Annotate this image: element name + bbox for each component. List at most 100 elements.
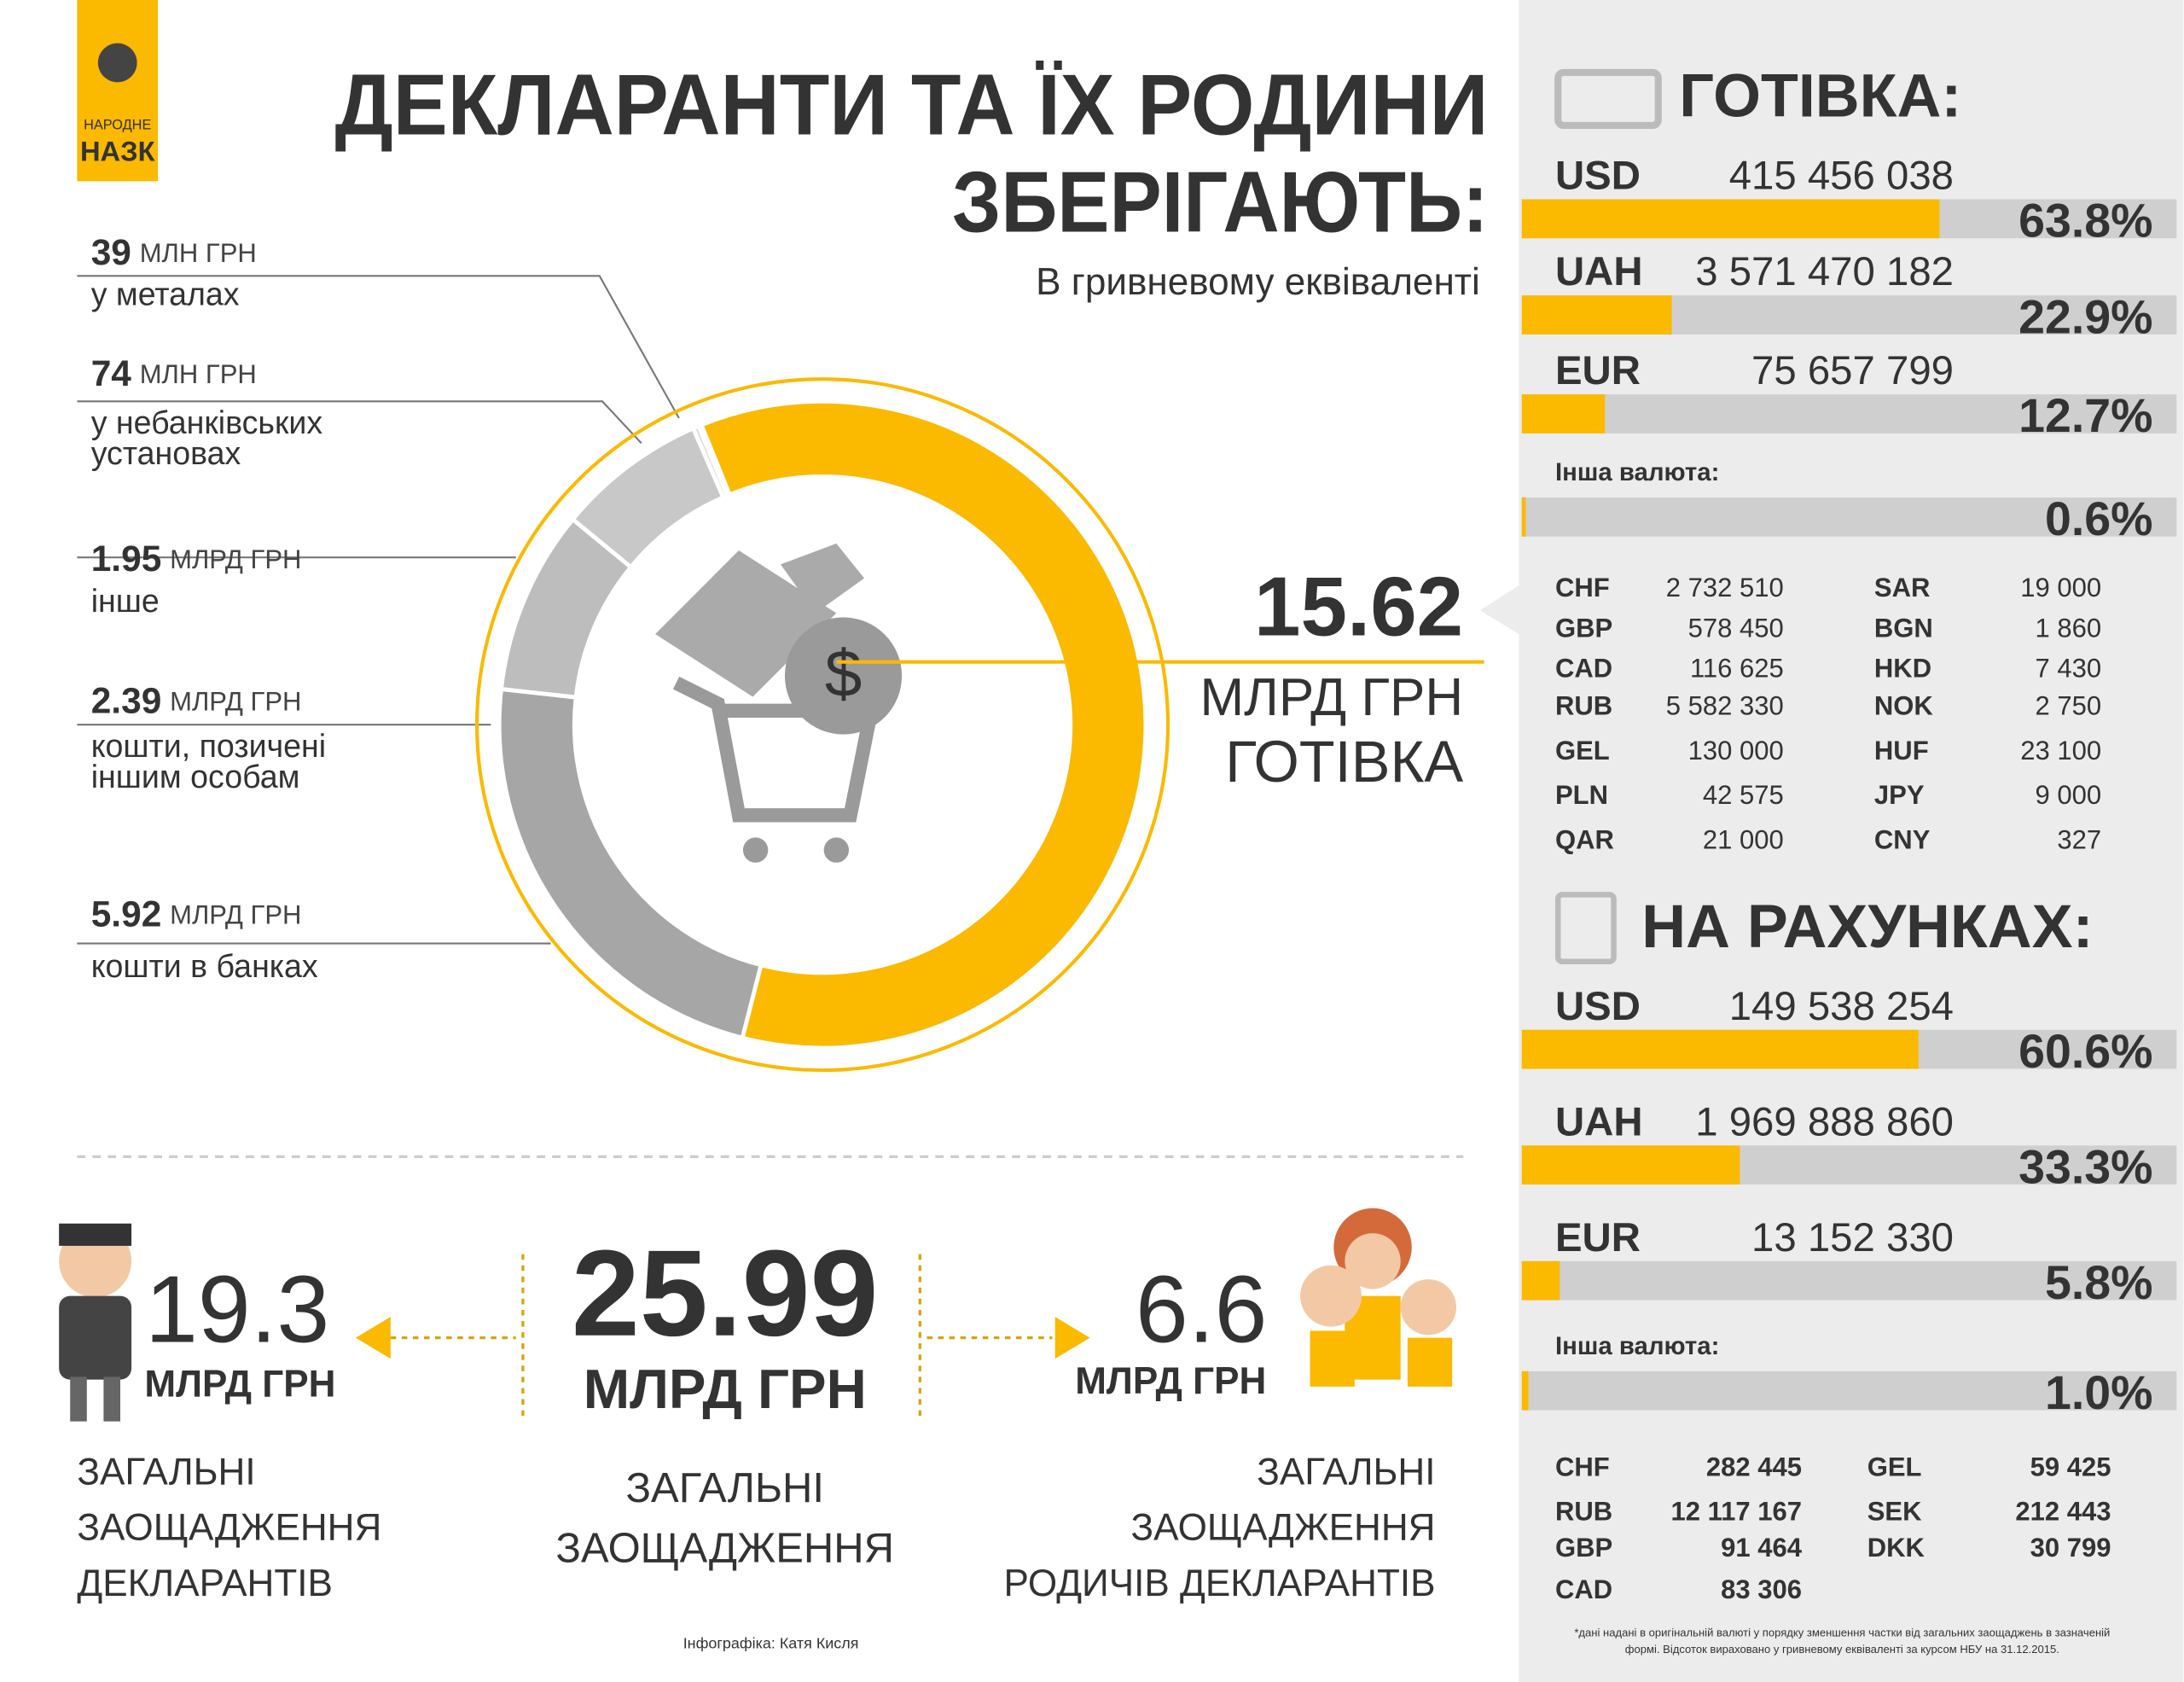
declarants-label: ДЕКЛАРАНТІВ (77, 1563, 333, 1604)
share-label: 5.8% (2045, 1256, 2153, 1309)
share-label: 12.7% (2018, 389, 2152, 442)
other-label: Інша валюта: (1555, 458, 1719, 486)
declarants-label: ЗАОЩАДЖЕННЯ (77, 1507, 381, 1549)
currency-code: CNY (1874, 825, 1931, 855)
amount: 75 657 799 (1751, 348, 1954, 393)
relatives-label: ЗАОЩАДЖЕННЯ (1131, 1507, 1436, 1549)
amount: 74 (91, 353, 132, 393)
currency-amount: 130 000 (1688, 736, 1784, 765)
currency-amount: 5 582 330 (1666, 691, 1784, 721)
dollar-sign: $ (825, 636, 863, 711)
relatives-unit: МЛРД ГРН (1075, 1360, 1266, 1402)
footnote: *дані надані в оригінальній валюті у пор… (1574, 1626, 2110, 1638)
currency-code: CHF (1555, 1452, 1610, 1481)
breakdown-description: у небанківських (91, 404, 323, 440)
unit: МЛРД ГРН (170, 544, 301, 574)
amount: 5.92 (91, 894, 162, 934)
currency: USD (1555, 984, 1641, 1029)
currency-amount: 116 625 (1690, 654, 1784, 684)
currency-amount: 2 732 510 (1666, 573, 1784, 602)
currency-amount: 1 860 (2035, 613, 2101, 643)
amount: 2.39 (91, 681, 162, 721)
currency-amount: 282 445 (1706, 1452, 1802, 1481)
all-unit: МЛРД ГРН (584, 1358, 867, 1420)
currency-amount: 9 000 (2035, 780, 2101, 810)
currency: UAH (1555, 1099, 1643, 1144)
bar (1521, 497, 1526, 537)
currency-amount: 327 (2057, 825, 2101, 855)
bar-track (1521, 394, 2177, 434)
currency-code: GBP (1555, 613, 1612, 643)
panel-notch (1479, 585, 1519, 635)
share-label: 0.6% (2045, 492, 2153, 545)
breakdown-amount: 74 МЛН ГРН (91, 353, 257, 393)
leader-lines (77, 275, 680, 945)
breakdown-description: кошти, позичені (91, 728, 326, 764)
currency: EUR (1555, 348, 1641, 393)
arrow-left (355, 1317, 391, 1359)
currency-code: SEK (1867, 1497, 1922, 1527)
currency-amount: 21 000 (1703, 825, 1784, 855)
currency-amount: 83 306 (1721, 1574, 1802, 1604)
currency-amount: 19 000 (2020, 573, 2101, 602)
all-label: ЗАОЩАДЖЕННЯ (555, 1525, 894, 1571)
bar (1521, 394, 1606, 434)
currency: USD (1555, 154, 1641, 199)
bar (1521, 1260, 1560, 1301)
all-amount: 25.99 (572, 1225, 879, 1362)
bar (1521, 1371, 1529, 1411)
declarants-unit: МЛРД ГРН (144, 1363, 335, 1405)
currency-code: HKD (1874, 654, 1931, 684)
footnote: формі. Відсоток вираховано у гривневому … (1625, 1643, 2059, 1656)
amount: 149 538 254 (1729, 984, 1954, 1029)
man-icon (59, 1223, 132, 1422)
currency-amount: 30 799 (2030, 1533, 2111, 1563)
currency-code: JPY (1874, 780, 1925, 810)
currency-code: CHF (1555, 573, 1610, 602)
other-label: Інша валюта: (1555, 1332, 1719, 1360)
logo-icon (97, 43, 137, 83)
credits: Інфографіка: Катя Кисля (683, 1635, 859, 1652)
amount: 3 571 470 182 (1695, 249, 1954, 294)
title-line2: ЗБЕРІГАЮТЬ: (952, 154, 1489, 251)
bar (1521, 1029, 1919, 1069)
currency-code: NOK (1874, 691, 1934, 721)
bar-track (1521, 497, 2177, 537)
currency-code: DKK (1867, 1533, 1926, 1563)
breakdown-amount: 39 МЛН ГРН (91, 232, 257, 272)
share-label: 33.3% (2018, 1140, 2152, 1193)
share-label: 22.9% (2018, 290, 2152, 343)
amount: 39 (91, 232, 131, 272)
cash-title: ГОТІВКА: (1679, 62, 1961, 131)
currency-amount: 7 430 (2035, 654, 2101, 684)
cash-total-label: ГОТІВКА (1225, 729, 1463, 794)
currency-code: GBP (1555, 1533, 1612, 1563)
currency-amount: 42 575 (1703, 780, 1784, 810)
currency-code: HUF (1874, 736, 1929, 765)
cash-total: 15.62 (1254, 559, 1463, 653)
unit: МЛН ГРН (140, 359, 257, 389)
safe-icon (1554, 892, 1617, 965)
arrow-right (1054, 1317, 1090, 1359)
breakdown-description: інше (91, 583, 160, 619)
bar-track (1521, 1260, 2177, 1301)
breakdown-description: установах (91, 435, 241, 471)
breakdown-description: іншим особам (91, 759, 300, 794)
logo-line1: НАРОДНЕ (84, 117, 151, 132)
currency-code: PLN (1555, 780, 1608, 810)
currency-code: BGN (1874, 613, 1933, 643)
unit: МЛРД ГРН (170, 687, 301, 717)
currency: UAH (1555, 249, 1643, 294)
donut-ring (475, 377, 1170, 1073)
relatives-label: ЗАГАЛЬНІ (1257, 1451, 1435, 1493)
currency-amount: 12 117 167 (1670, 1497, 1802, 1527)
share-label: 60.6% (2018, 1025, 2152, 1078)
bar-track (1521, 1371, 2177, 1411)
unit: МЛН ГРН (140, 238, 257, 268)
bar (1521, 1145, 1740, 1185)
accounts-title: НА РАХУНКАХ: (1641, 893, 2093, 961)
breakdown-description: у металах (91, 276, 240, 312)
currency-code: RUB (1555, 1497, 1612, 1527)
cash-total-unit: МЛРД ГРН (1199, 668, 1463, 727)
